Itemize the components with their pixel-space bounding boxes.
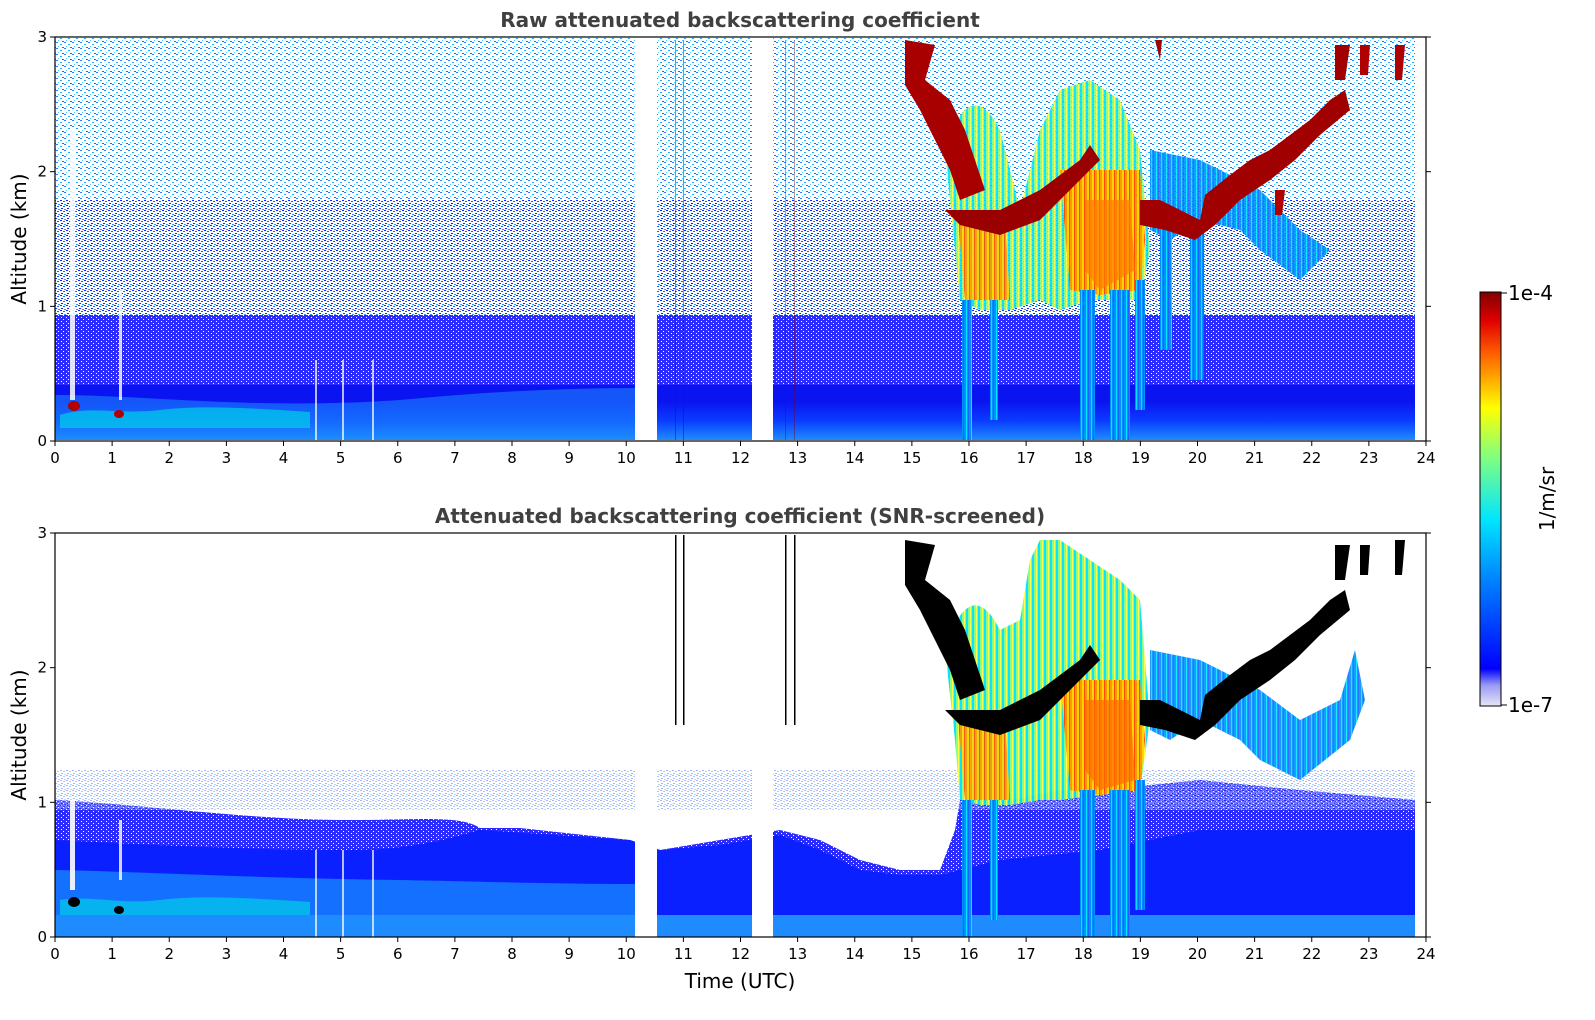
panel2-x-tick-label: 4	[279, 945, 289, 963]
panel1-x-tick-label: 24	[1416, 449, 1435, 467]
panel1-x-tick-label: 18	[1074, 449, 1093, 467]
panel2-heatmap	[55, 533, 1426, 937]
panel1-x-tick-label: 5	[336, 449, 346, 467]
panel2-x-tick-label: 17	[1017, 945, 1036, 963]
panel2-x-tick-label: 23	[1359, 945, 1378, 963]
panel2-x-tick-label: 3	[222, 945, 232, 963]
panel1-heatmap	[55, 37, 1426, 441]
panel2-x-tick-label: 8	[507, 945, 517, 963]
raw-backscatter-panel: Raw attenuated backscattering coefficien…	[7, 8, 1436, 467]
panel2-y-tick-label: 2	[37, 659, 47, 677]
panel2-x-tick-label: 10	[617, 945, 636, 963]
panel2-x-tick-label: 14	[845, 945, 864, 963]
panel1-y-tick-label: 0	[37, 432, 47, 450]
panel1-x-tick-label: 15	[902, 449, 921, 467]
panel1-x-tick-label: 0	[50, 449, 60, 467]
panel2-x-tick-label: 12	[731, 945, 750, 963]
panel1-x-tick-label: 17	[1017, 449, 1036, 467]
panel2-x-tick-label: 22	[1302, 945, 1321, 963]
colorbar-max-label: 1e-4	[1508, 281, 1553, 305]
panel2-title: Attenuated backscattering coefficient (S…	[435, 504, 1045, 528]
colorbar-unit-label: 1/m/sr	[1535, 466, 1559, 531]
panel2-y-label: Altitude (km)	[7, 669, 31, 800]
panel1-x-tick-label: 8	[507, 449, 517, 467]
panel1-x-tick-label: 16	[959, 449, 978, 467]
panel2-x-tick-label: 0	[50, 945, 60, 963]
screened-backscatter-panel: Attenuated backscattering coefficient (S…	[7, 504, 1436, 993]
colorbar-min-label: 1e-7	[1508, 693, 1553, 717]
panel1-x-tick-label: 10	[617, 449, 636, 467]
panel2-x-tick-label: 13	[788, 945, 807, 963]
panel2-x-tick-label: 7	[450, 945, 460, 963]
panel1-x-tick-label: 11	[674, 449, 693, 467]
panel2-x-tick-label: 5	[336, 945, 346, 963]
panel2-x-tick-label: 16	[959, 945, 978, 963]
panel1-x-tick-label: 4	[279, 449, 289, 467]
panel2-x-tick-label: 2	[164, 945, 174, 963]
colorbar-gradient	[1479, 291, 1502, 707]
panel1-x-tick-label: 22	[1302, 449, 1321, 467]
panel1-title: Raw attenuated backscattering coefficien…	[500, 8, 980, 32]
panel1-y-axis: 0 1 2 3	[37, 28, 1431, 450]
panel1-x-tick-label: 2	[164, 449, 174, 467]
panel1-y-tick-label: 1	[37, 297, 47, 315]
panel2-y-tick-label: 0	[37, 928, 47, 946]
panel1-x-tick-label: 20	[1188, 449, 1207, 467]
panel1-y-tick-label: 2	[37, 163, 47, 181]
panel1-x-tick-label: 14	[845, 449, 864, 467]
colorbar: 1e-4 1e-7 1/m/sr	[1479, 281, 1559, 717]
panel2-y-tick-label: 1	[37, 793, 47, 811]
panel2-x-tick-label: 15	[902, 945, 921, 963]
panel2-x-tick-label: 9	[564, 945, 574, 963]
panel2-x-tick-label: 19	[1131, 945, 1150, 963]
panel1-x-tick-label: 19	[1131, 449, 1150, 467]
panel1-x-tick-label: 13	[788, 449, 807, 467]
panel2-x-tick-label: 24	[1416, 945, 1435, 963]
panel1-y-label: Altitude (km)	[7, 173, 31, 304]
panel1-x-tick-label: 23	[1359, 449, 1378, 467]
panel2-x-tick-label: 21	[1245, 945, 1264, 963]
panel1-x-tick-label: 1	[107, 449, 117, 467]
panel2-x-tick-label: 11	[674, 945, 693, 963]
panel1-x-tick-label: 7	[450, 449, 460, 467]
panel1-x-axis: 0 1 2 3 4 5 6 7 8 9 10 11 12 13 14 15 16 17 18 19 20 21 22 23 24	[50, 441, 1436, 467]
panel2-x-label: Time (UTC)	[684, 969, 796, 993]
panel2-x-tick-label: 20	[1188, 945, 1207, 963]
panel2-x-tick-label: 18	[1074, 945, 1093, 963]
panel2-x-tick-label: 1	[107, 945, 117, 963]
panel1-x-tick-label: 12	[731, 449, 750, 467]
panel2-x-tick-label: 6	[393, 945, 403, 963]
panel2-y-tick-label: 3	[37, 524, 47, 542]
panel1-x-tick-label: 6	[393, 449, 403, 467]
panel1-x-tick-label: 21	[1245, 449, 1264, 467]
panel2-x-axis: 0 1 2 3 4 5 6 7 8 9 10 11 12 13 14 15 16 17 18 19 20 21 22 23 24	[50, 937, 1436, 963]
panel1-y-tick-label: 3	[37, 28, 47, 46]
panel2-y-axis: 0 1 2 3	[37, 524, 1431, 946]
panel1-x-tick-label: 9	[564, 449, 574, 467]
panel1-x-tick-label: 3	[222, 449, 232, 467]
